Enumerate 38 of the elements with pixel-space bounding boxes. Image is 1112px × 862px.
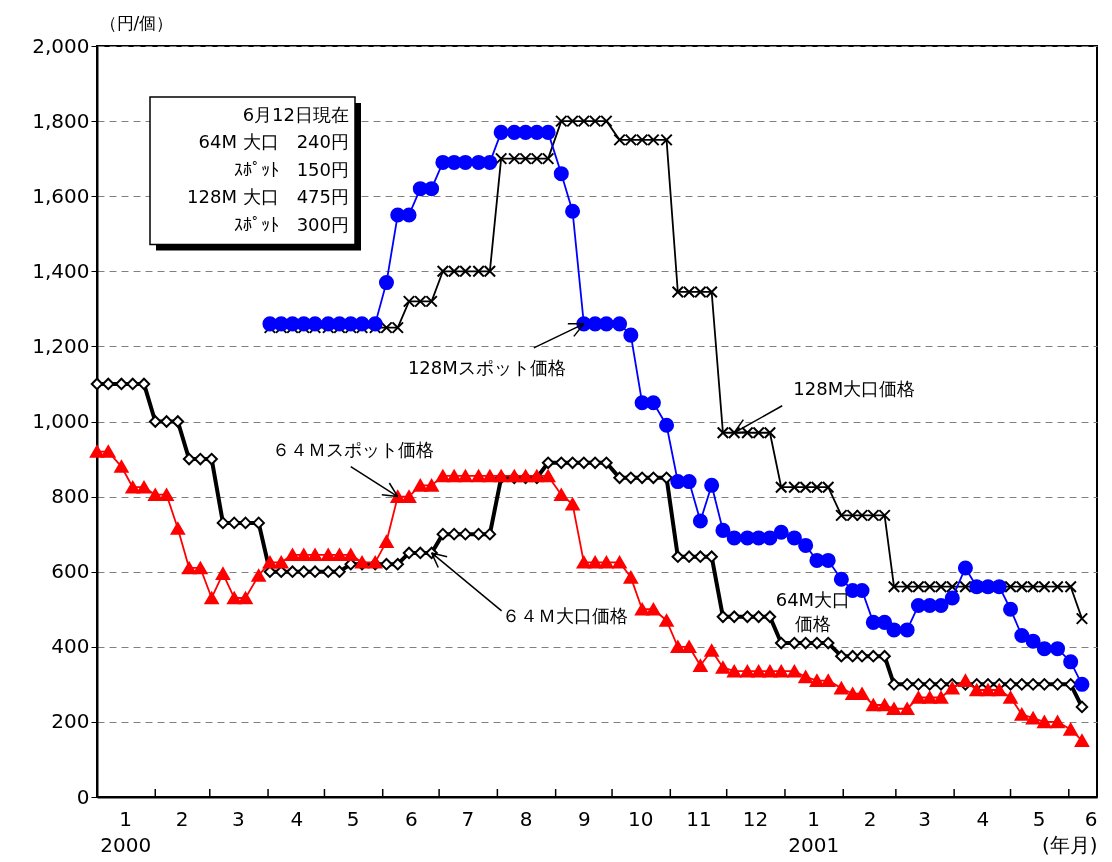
y-tick-label: 200 [51,709,90,734]
x-tick-label: 2 [175,806,189,831]
annotation: 128M大口価格 [793,377,916,399]
y-tick-label: 0 [76,784,90,809]
x-tick-label: 5 [346,806,360,831]
y-tick-label: 800 [51,484,90,509]
y-tick-label: 1,600 [32,183,90,208]
x-tick-label: 11 [686,806,712,831]
y-tick-label: 1,400 [32,258,90,283]
y-tick-label: 1,800 [32,108,90,133]
x-tick-label: 1 2000 [100,806,152,857]
x-tick-label: 6 [405,806,418,831]
x-tick-label: 9 [577,806,591,831]
y-axis-title: （円/個） [99,12,174,33]
x-tick-label: 3 [918,806,931,831]
x-tick-label: 12 [742,806,769,831]
annotation: ｽﾎﾟｯﾄ 300円 [233,213,349,235]
annotation: 128Mスポット価格 [407,356,566,378]
annotation: ６４Ｍ大口価格 [501,604,628,626]
annotation: ６４Ｍスポット価格 [271,438,434,460]
annotation: 64M大口価格 [775,589,851,635]
x-tick-label: 2 [863,806,877,831]
y-tick-label: 2,000 [32,33,90,58]
x-tick-label: 1 2001 [788,806,840,857]
annotation: ｽﾎﾟｯﾄ 150円 [233,158,349,180]
x-tick-label: 8 [519,806,533,831]
y-tick-label: 1,200 [32,333,90,358]
y-tick-label: 1,000 [32,409,90,433]
x-tick-label: 3 [232,806,245,831]
annotation: 6月12日現在 [242,103,349,125]
x-tick-label: 4 [290,806,304,831]
x-tick-label: 7 [461,806,475,831]
annotation: 64M 大口 240円 [198,131,349,153]
annotation: 128M 大口 475円 [187,186,349,208]
y-tick-label: 400 [51,634,90,659]
y-tick-label: 600 [51,559,90,584]
x-tick-label: 4 [976,806,990,831]
x-tick-label: 10 [628,806,654,831]
